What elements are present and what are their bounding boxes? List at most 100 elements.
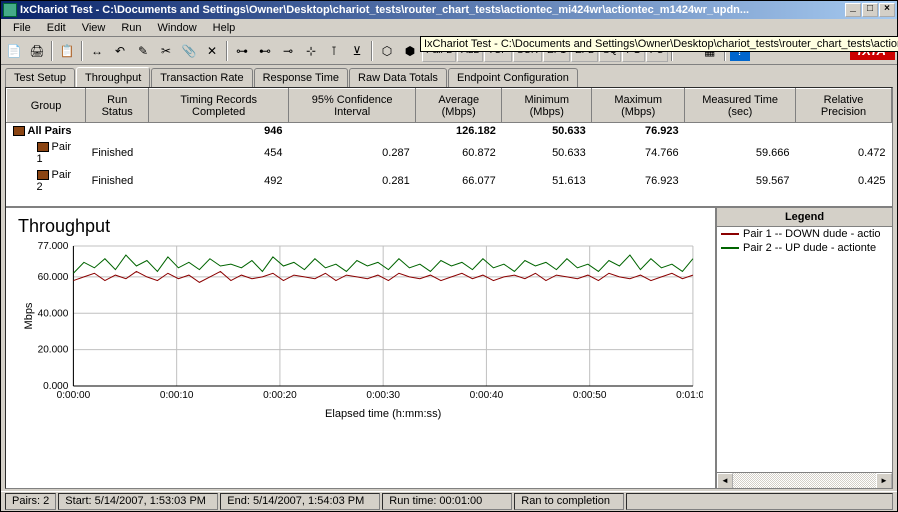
status-start: Start: 5/14/2007, 1:53:03 PM [58,493,218,510]
table-cell: 74.766 [592,139,685,167]
tab-throughput[interactable]: Throughput [76,67,150,87]
svg-text:Elapsed time (h:mm:ss): Elapsed time (h:mm:ss) [325,408,441,420]
tool-net1-icon[interactable]: ⬡ [376,40,398,62]
legend-area: Legend Pair 1 -- DOWN dude - actioPair 2… [717,208,892,488]
pair-icon [37,170,49,180]
table-header[interactable]: 95% Confidence Interval [289,89,416,123]
menu-file[interactable]: File [5,21,39,35]
table-cell: 126.182 [416,123,502,140]
menu-edit[interactable]: Edit [39,21,74,35]
tool-chain3-icon[interactable]: ⊸ [277,40,299,62]
table-cell: 66.077 [416,167,502,195]
table-row[interactable]: Pair 1Finished4540.28760.87250.63374.766… [7,139,892,167]
chart-svg: 0.00020.00040.00060.00077.0000:00:000:00… [18,241,703,421]
pair-icon [13,126,25,136]
table-cell: All Pairs [7,123,86,140]
tool-net2-icon[interactable]: ⬢ [399,40,421,62]
tool-chain4-icon[interactable]: ⊹ [300,40,322,62]
legend-title: Legend [717,208,892,227]
close-button[interactable]: × [879,3,895,17]
tab-endpoint-config[interactable]: Endpoint Configuration [448,68,578,87]
status-pairs: Pairs: 2 [5,493,56,510]
svg-text:40.000: 40.000 [38,308,69,319]
table-header[interactable]: Group [7,89,86,123]
table-cell [86,123,149,140]
tool-copy-icon[interactable]: 📋 [56,40,78,62]
legend-color-icon [721,233,739,235]
chart-row: Throughput 0.00020.00040.00060.00077.000… [6,208,892,488]
tool-print-icon[interactable]: 🖨 [26,40,48,62]
tool-chain1-icon[interactable]: ⊶ [231,40,253,62]
svg-text:0:00:10: 0:00:10 [160,390,194,401]
tab-transaction-rate[interactable]: Transaction Rate [151,68,252,87]
tab-response-time[interactable]: Response Time [254,68,348,87]
svg-text:0:00:50: 0:00:50 [573,390,607,401]
table-cell [796,123,892,140]
table-cell: 76.923 [592,167,685,195]
legend-item[interactable]: Pair 1 -- DOWN dude - actio [717,227,892,241]
status-runtime: Run time: 00:01:00 [382,493,512,510]
table-cell: Pair 1 [7,139,86,167]
title-tooltip: IxChariot Test - C:\Documents and Settin… [420,36,898,52]
tool-new-icon[interactable]: 📄 [3,40,25,62]
chart-title: Throughput [18,216,703,237]
pair-icon [37,142,49,152]
tool-chain6-icon[interactable]: ⊻ [346,40,368,62]
scroll-right-icon[interactable]: ► [876,473,892,488]
table-header[interactable]: Run Status [86,89,149,123]
svg-text:0:00:00: 0:00:00 [57,390,91,401]
table-cell: 51.613 [502,167,592,195]
tool-paste-icon[interactable]: 📎 [178,40,200,62]
svg-text:Mbps: Mbps [23,302,35,329]
tabbar: Test Setup Throughput Transaction Rate R… [1,65,897,87]
menu-window[interactable]: Window [150,21,205,35]
table-cell: 0.287 [289,139,416,167]
table-cell: 0.425 [796,167,892,195]
table-row[interactable]: Pair 2Finished4920.28166.07751.61376.923… [7,167,892,195]
table-header[interactable]: Minimum (Mbps) [502,89,592,123]
tool-edit-icon[interactable]: ✎ [132,40,154,62]
table-cell: 454 [149,139,289,167]
legend-scrollbar[interactable]: ◄ ► [717,472,892,488]
table-header[interactable]: Average (Mbps) [416,89,502,123]
menu-help[interactable]: Help [205,21,244,35]
titlebar[interactable]: IxChariot Test - C:\Documents and Settin… [1,1,897,19]
legend-item[interactable]: Pair 2 -- UP dude - actionte [717,241,892,255]
menubar: File Edit View Run Window Help [1,19,897,37]
table-row[interactable]: All Pairs946126.18250.63376.923 [7,123,892,140]
tool-chain5-icon[interactable]: ⊺ [323,40,345,62]
table-cell [685,123,796,140]
tool-undo-icon[interactable]: ↶ [109,40,131,62]
table-cell: Finished [86,167,149,195]
menu-run[interactable]: Run [113,21,149,35]
legend-color-icon [721,247,739,249]
scroll-track[interactable] [733,473,876,488]
svg-text:20.000: 20.000 [38,345,69,356]
table-header[interactable]: Timing Records Completed [149,89,289,123]
tab-raw-data-totals[interactable]: Raw Data Totals [349,68,447,87]
tool-delete-icon[interactable]: ✕ [201,40,223,62]
tab-test-setup[interactable]: Test Setup [5,68,75,87]
legend-items: Pair 1 -- DOWN dude - actioPair 2 -- UP … [717,227,892,255]
table-header[interactable]: Relative Precision [796,89,892,123]
menu-view[interactable]: View [74,21,114,35]
table-cell: Finished [86,139,149,167]
minimize-button[interactable]: _ [845,3,861,17]
table-header[interactable]: Measured Time (sec) [685,89,796,123]
tool-cut-icon[interactable]: ✂ [155,40,177,62]
scroll-left-icon[interactable]: ◄ [717,473,733,488]
table-cell: 50.633 [502,139,592,167]
statusbar: Pairs: 2 Start: 5/14/2007, 1:53:03 PM En… [1,491,897,511]
tool-expand-icon[interactable]: ↔ [86,40,108,62]
svg-text:60.000: 60.000 [38,272,69,283]
table-header[interactable]: Maximum (Mbps) [592,89,685,123]
maximize-button[interactable]: □ [862,3,878,17]
chart-area: Throughput 0.00020.00040.00060.00077.000… [6,208,717,488]
svg-text:0:00:40: 0:00:40 [470,390,504,401]
svg-text:0:00:30: 0:00:30 [366,390,400,401]
legend-label: Pair 1 -- DOWN dude - actio [743,228,881,240]
content-area: GroupRun StatusTiming Records Completed9… [5,87,893,489]
table-cell [289,123,416,140]
tool-chain2-icon[interactable]: ⊷ [254,40,276,62]
svg-text:0:00:20: 0:00:20 [263,390,297,401]
